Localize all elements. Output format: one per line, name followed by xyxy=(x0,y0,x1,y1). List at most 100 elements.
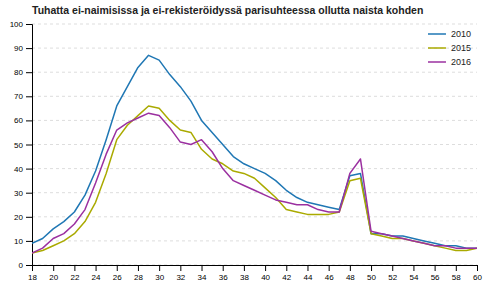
tick-label: 24 xyxy=(92,273,101,282)
tick-mark xyxy=(159,265,160,271)
tick-mark xyxy=(435,265,436,271)
legend-label: 2016 xyxy=(451,57,471,67)
tick-mark xyxy=(26,72,32,73)
tick-mark xyxy=(202,265,203,271)
tick: 50 xyxy=(367,265,376,282)
tick: 26 xyxy=(113,265,122,282)
tick-label: 60 xyxy=(473,273,482,282)
tick-label: 58 xyxy=(452,273,461,282)
tick-label: 60 xyxy=(14,116,23,125)
legend-item: 2015 xyxy=(428,43,471,53)
tick: 42 xyxy=(282,265,291,282)
grid-line xyxy=(32,120,477,121)
tick-mark xyxy=(392,265,393,271)
tick-label: 30 xyxy=(14,189,23,198)
series-group xyxy=(32,55,477,253)
tick: 30 xyxy=(14,189,32,198)
tick: 32 xyxy=(176,265,185,282)
tick: 60 xyxy=(473,265,482,282)
axis-line xyxy=(26,25,33,266)
legend-label: 2010 xyxy=(451,29,471,39)
tick: 10 xyxy=(14,237,32,246)
grid-line xyxy=(32,96,477,97)
tick: 70 xyxy=(14,92,32,101)
tick-mark xyxy=(329,265,330,271)
tick-label: 22 xyxy=(70,273,79,282)
tick-mark xyxy=(350,265,351,271)
tick-label: 0 xyxy=(19,261,24,270)
tick-mark xyxy=(74,265,75,271)
tick: 0 xyxy=(19,261,32,270)
tick-mark xyxy=(456,265,457,271)
tick-label: 52 xyxy=(388,273,397,282)
tick: 90 xyxy=(14,44,32,53)
tick-label: 42 xyxy=(282,273,291,282)
tick-label: 44 xyxy=(304,273,313,282)
tick-label: 20 xyxy=(49,273,58,282)
tick-mark xyxy=(180,265,181,271)
tick-mark xyxy=(96,265,97,271)
tick: 56 xyxy=(431,265,440,282)
tick-mark xyxy=(26,193,32,194)
tick: 20 xyxy=(49,265,58,282)
legend-swatch xyxy=(428,61,446,63)
tick: 46 xyxy=(325,265,334,282)
tick: 38 xyxy=(240,265,249,282)
tick-mark xyxy=(244,265,245,271)
tick: 22 xyxy=(70,265,79,282)
plot: 1820222426283032343638404244464850525456… xyxy=(10,20,483,282)
tick-label: 70 xyxy=(14,92,23,101)
tick-label: 40 xyxy=(14,165,23,174)
axis-line xyxy=(33,266,478,272)
grid-line xyxy=(32,72,477,73)
grid-line xyxy=(32,24,477,25)
line xyxy=(32,55,477,248)
title: Tuhatta ei-naimisissa ja ei-rekisteröidy… xyxy=(32,4,423,16)
tick-label: 18 xyxy=(28,273,37,282)
tick-mark xyxy=(26,217,32,218)
line xyxy=(32,113,477,253)
tick-label: 38 xyxy=(240,273,249,282)
tick-label: 90 xyxy=(14,44,23,53)
tick-mark xyxy=(26,265,32,266)
tick-mark xyxy=(286,265,287,271)
tick: 30 xyxy=(155,265,164,282)
tick: 24 xyxy=(92,265,101,282)
tick-mark xyxy=(265,265,266,271)
tick-label: 20 xyxy=(14,213,23,222)
grid-line xyxy=(32,144,477,145)
grid-line xyxy=(32,216,477,217)
tick: 58 xyxy=(452,265,461,282)
chart: 1820222426283032343638404244464850525456… xyxy=(0,0,491,287)
tick: 80 xyxy=(14,68,32,77)
tick: 20 xyxy=(14,213,32,222)
tick-mark xyxy=(26,145,32,146)
tick-label: 34 xyxy=(198,273,207,282)
legend-item: 2016 xyxy=(428,57,471,67)
tick: 28 xyxy=(134,265,143,282)
tick-mark xyxy=(413,265,414,271)
tick: 40 xyxy=(261,265,270,282)
legend-swatch xyxy=(428,47,446,49)
tick: 52 xyxy=(388,265,397,282)
tick: 50 xyxy=(14,141,32,150)
tick-label: 48 xyxy=(346,273,355,282)
tick: 48 xyxy=(346,265,355,282)
grid xyxy=(32,24,477,265)
tick-mark xyxy=(26,120,32,121)
tick: 36 xyxy=(219,265,228,282)
tick-mark xyxy=(117,265,118,271)
tick-label: 30 xyxy=(155,273,164,282)
tick-label: 56 xyxy=(431,273,440,282)
x-axis: 1820222426283032343638404244464850525456… xyxy=(28,265,482,282)
tick-mark xyxy=(223,265,224,271)
legend-item: 2010 xyxy=(428,29,471,39)
tick: 34 xyxy=(198,265,207,282)
tick-label: 36 xyxy=(219,273,228,282)
tick-mark xyxy=(26,169,32,170)
tick-label: 50 xyxy=(367,273,376,282)
line xyxy=(32,106,477,253)
tick-label: 80 xyxy=(14,68,23,77)
tick-label: 28 xyxy=(134,273,143,282)
tick-mark xyxy=(138,265,139,271)
